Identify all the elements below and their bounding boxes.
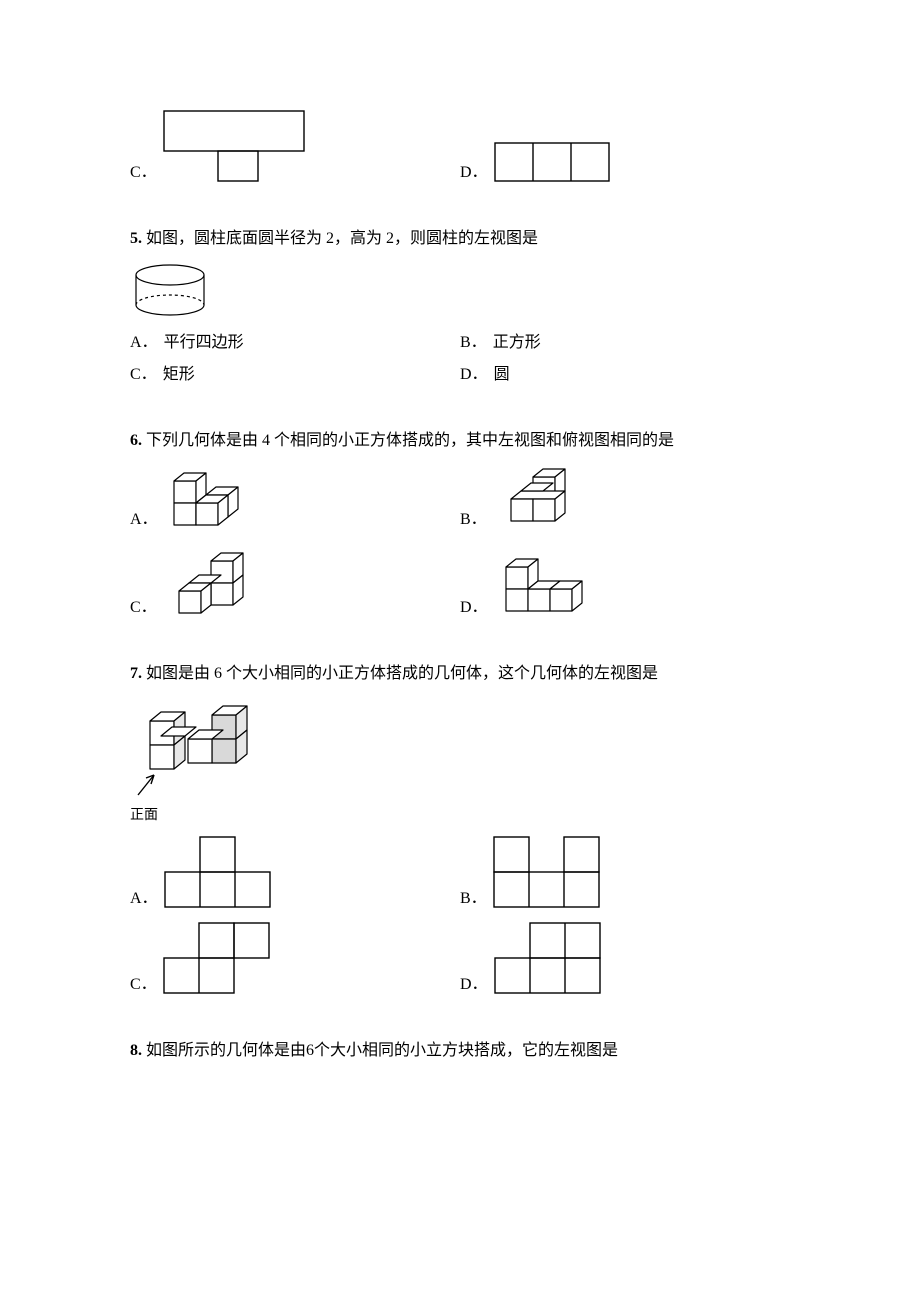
q5-opt-c: C． 矩形 bbox=[130, 360, 460, 384]
q5-text: 5. 如图，圆柱底面圆半径为 2，高为 2，则圆柱的左视图是 bbox=[130, 226, 790, 252]
q6-c-figure bbox=[163, 547, 263, 617]
opt-text: 圆 bbox=[494, 360, 510, 384]
q4-options-cd: C． D． bbox=[130, 110, 790, 182]
opt-label: B． bbox=[460, 505, 487, 529]
q5: 5. 如图，圆柱底面圆半径为 2，高为 2，则圆柱的左视图是 A． 平行四边形 … bbox=[130, 226, 790, 384]
opt-label: C． bbox=[130, 158, 157, 182]
q7-figure: 正面 bbox=[130, 697, 790, 824]
q-num: 8. bbox=[130, 1042, 142, 1059]
q-body: 下列几何体是由 4 个相同的小正方体搭成的，其中左视图和俯视图相同的是 bbox=[146, 432, 674, 449]
q-body: 如图是由 6 个大小相同的小正方体搭成的几何体，这个几何体的左视图是 bbox=[146, 665, 658, 682]
q7-text: 7. 如图是由 6 个大小相同的小正方体搭成的几何体，这个几何体的左视图是 bbox=[130, 661, 790, 687]
front-label: 正面 bbox=[130, 804, 790, 824]
q-num: 5. bbox=[130, 230, 142, 247]
q7-opt-c: C． bbox=[130, 922, 460, 994]
q-num: 7. bbox=[130, 665, 142, 682]
opt-label: A． bbox=[130, 505, 158, 529]
q7-b-figure bbox=[493, 836, 603, 908]
q6-opt-d: D． bbox=[460, 547, 790, 617]
q7-c-figure bbox=[163, 922, 273, 994]
q5-opt-b: B． 正方形 bbox=[460, 328, 790, 352]
q5-figure bbox=[130, 262, 790, 316]
opt-text: 正方形 bbox=[493, 328, 541, 352]
q6-b-figure bbox=[493, 463, 583, 529]
q7-opt-d: D． bbox=[460, 922, 790, 994]
q7-a-figure bbox=[164, 836, 274, 908]
q7: 7. 如图是由 6 个大小相同的小正方体搭成的几何体，这个几何体的左视图是 bbox=[130, 661, 790, 994]
q6-text: 6. 下列几何体是由 4 个相同的小正方体搭成的，其中左视图和俯视图相同的是 bbox=[130, 428, 790, 454]
q-num: 6. bbox=[130, 432, 142, 449]
q6-opt-b: B． bbox=[460, 463, 790, 529]
opt-label: C． bbox=[130, 593, 157, 617]
q7-opt-b: B． bbox=[460, 836, 790, 908]
opt-text: 矩形 bbox=[163, 360, 195, 384]
q5-opt-a: A． 平行四边形 bbox=[130, 328, 460, 352]
q8: 8. 如图所示的几何体是由6个大小相同的小立方块搭成，它的左视图是 bbox=[130, 1038, 790, 1064]
q4-d-figure bbox=[494, 142, 614, 182]
opt-label: B． bbox=[460, 328, 487, 352]
q7-d-figure bbox=[494, 922, 604, 994]
opt-label: D． bbox=[460, 158, 488, 182]
opt-label: D． bbox=[460, 970, 488, 994]
q4-opt-d: D． bbox=[460, 110, 790, 182]
opt-text: 平行四边形 bbox=[164, 328, 244, 352]
opt-label: B． bbox=[460, 884, 487, 908]
q4-c-figure bbox=[163, 110, 313, 182]
q6-opt-a: A． bbox=[130, 463, 460, 529]
q6-d-figure bbox=[494, 557, 604, 617]
q7-opt-a: A． bbox=[130, 836, 460, 908]
opt-label: C． bbox=[130, 970, 157, 994]
q-body: 如图所示的几何体是由6个大小相同的小立方块搭成，它的左视图是 bbox=[146, 1042, 618, 1059]
opt-label: A． bbox=[130, 884, 158, 908]
opt-label: A． bbox=[130, 328, 158, 352]
q5-opt-d: D． 圆 bbox=[460, 360, 790, 384]
q8-text: 8. 如图所示的几何体是由6个大小相同的小立方块搭成，它的左视图是 bbox=[130, 1038, 790, 1064]
q-body: 如图，圆柱底面圆半径为 2，高为 2，则圆柱的左视图是 bbox=[146, 230, 538, 247]
opt-label: D． bbox=[460, 360, 488, 384]
q6-a-figure bbox=[164, 463, 252, 529]
opt-label: D． bbox=[460, 593, 488, 617]
q4-opt-c: C． bbox=[130, 110, 460, 182]
opt-label: C． bbox=[130, 360, 157, 384]
q6-opt-c: C． bbox=[130, 547, 460, 617]
q6: 6. 下列几何体是由 4 个相同的小正方体搭成的，其中左视图和俯视图相同的是 A… bbox=[130, 428, 790, 618]
